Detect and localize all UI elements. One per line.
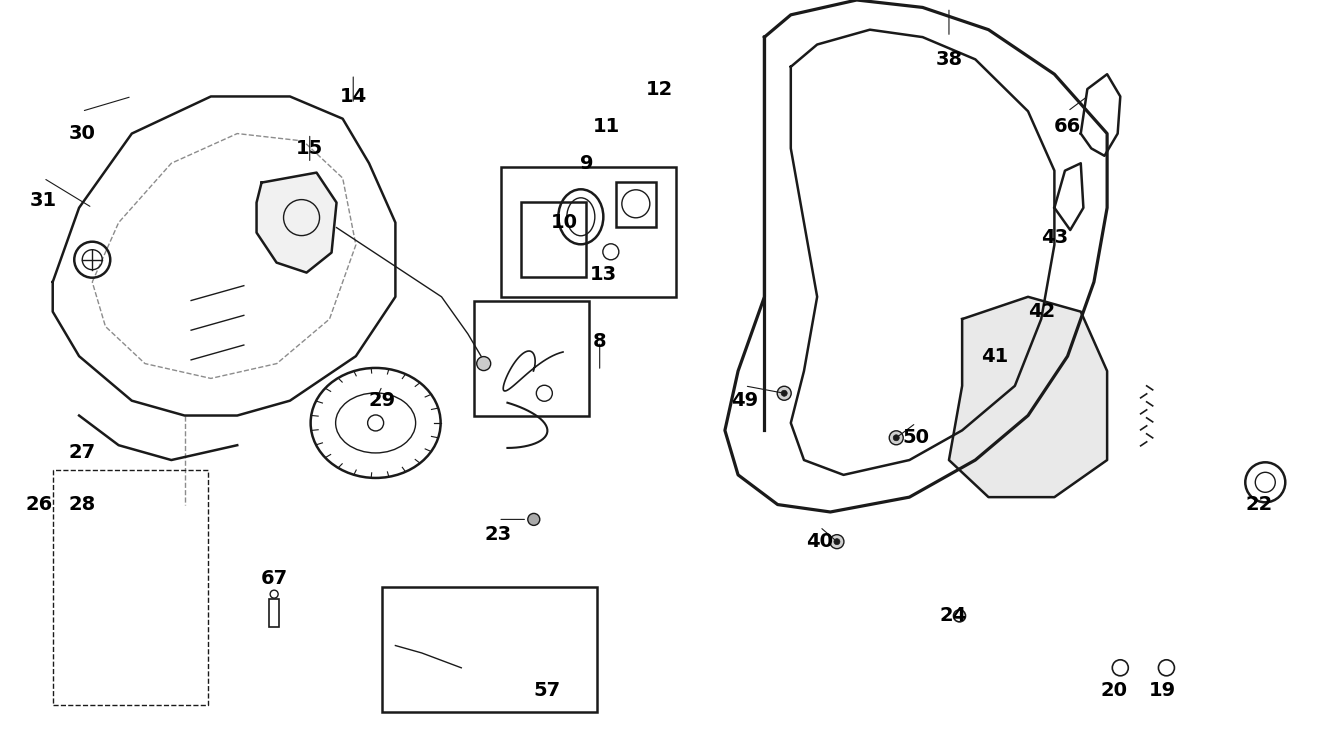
Text: 40: 40 [807, 532, 833, 551]
Text: 27: 27 [69, 443, 95, 462]
Text: 42: 42 [1028, 302, 1054, 321]
Text: 24: 24 [940, 606, 966, 626]
Text: 30: 30 [69, 124, 95, 143]
Circle shape [834, 539, 840, 545]
Text: 13: 13 [590, 265, 617, 284]
Circle shape [527, 513, 540, 525]
Text: 9: 9 [580, 154, 593, 173]
Text: 22: 22 [1246, 495, 1272, 514]
Text: 23: 23 [485, 525, 511, 544]
Text: 66: 66 [1054, 116, 1081, 136]
Text: 11: 11 [593, 116, 619, 136]
Polygon shape [949, 297, 1107, 497]
Bar [53, 470, 208, 705]
Text: 50: 50 [903, 428, 929, 447]
Text: 12: 12 [646, 79, 672, 99]
Circle shape [778, 387, 791, 400]
Text: 38: 38 [936, 50, 962, 69]
Bar [616, 182, 656, 227]
Text: 19: 19 [1149, 680, 1176, 700]
Text: 41: 41 [982, 347, 1008, 366]
Circle shape [782, 390, 787, 396]
Polygon shape [257, 173, 336, 272]
Text: 26: 26 [26, 495, 53, 514]
Text: 57: 57 [534, 680, 560, 700]
Circle shape [890, 431, 903, 444]
Bar [474, 301, 589, 416]
Circle shape [830, 535, 844, 548]
Text: 49: 49 [731, 391, 758, 410]
Bar [501, 167, 676, 297]
Circle shape [477, 357, 490, 370]
Text: 10: 10 [551, 213, 577, 232]
Text: 67: 67 [261, 569, 287, 588]
Bar [382, 588, 597, 712]
Text: 28: 28 [69, 495, 95, 514]
Text: 43: 43 [1041, 228, 1068, 247]
Text: 14: 14 [340, 87, 366, 106]
Text: 29: 29 [369, 391, 395, 410]
Bar [269, 599, 279, 627]
Text: 31: 31 [30, 191, 57, 210]
Text: 20: 20 [1101, 680, 1127, 700]
Circle shape [894, 435, 899, 441]
Bar [521, 202, 585, 277]
Text: 8: 8 [593, 332, 606, 351]
Text: 15: 15 [297, 139, 323, 158]
